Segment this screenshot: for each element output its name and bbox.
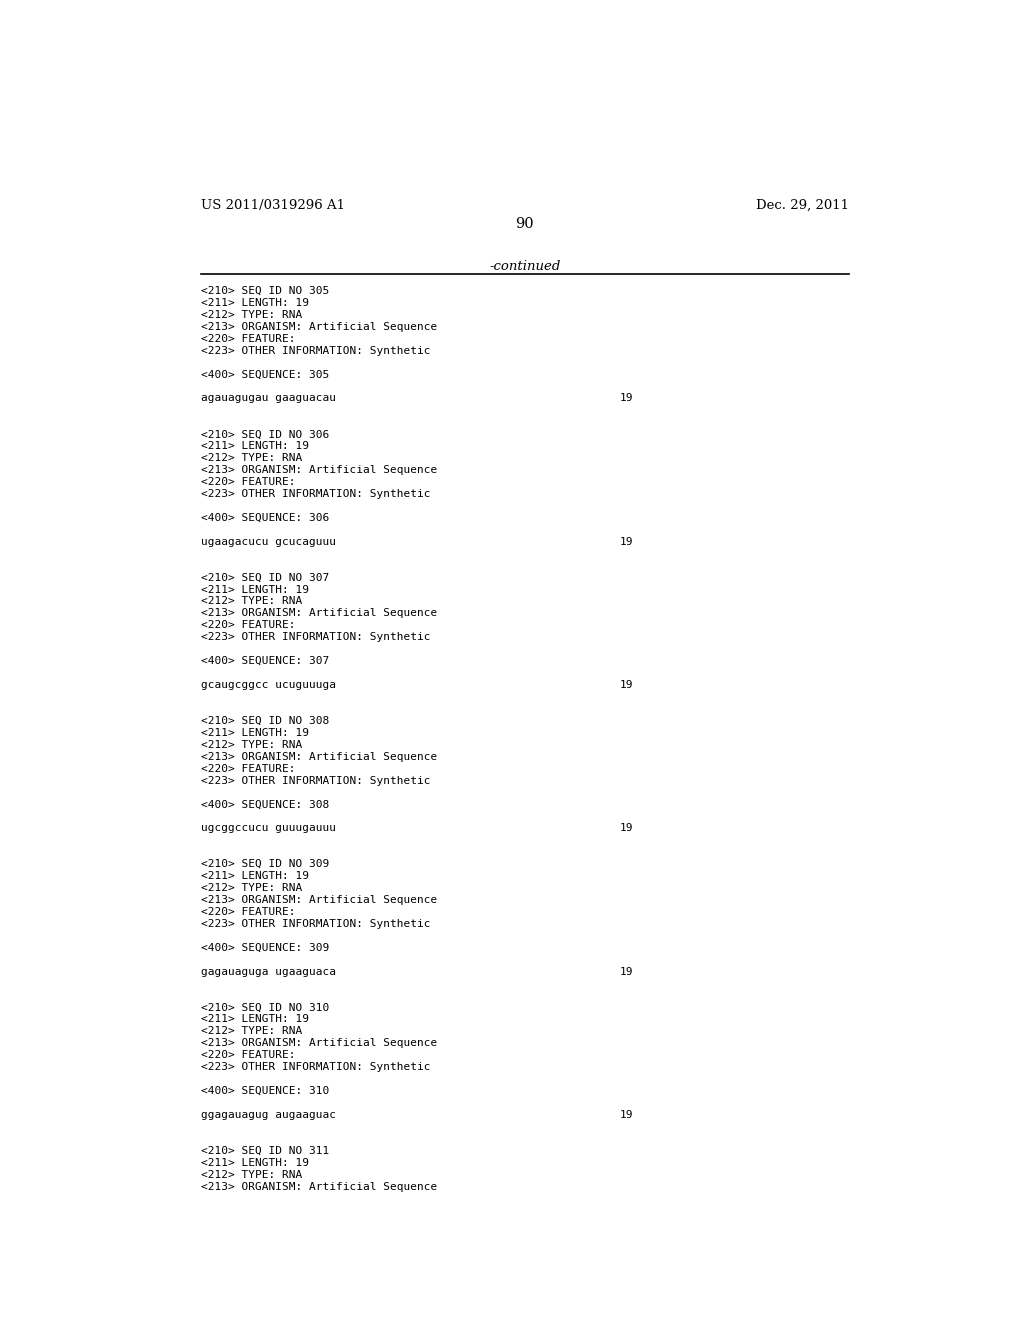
Text: <211> LENGTH: 19: <211> LENGTH: 19 [201, 441, 309, 451]
Text: <213> ORGANISM: Artificial Sequence: <213> ORGANISM: Artificial Sequence [201, 1181, 437, 1192]
Text: <210> SEQ ID NO 311: <210> SEQ ID NO 311 [201, 1146, 330, 1156]
Text: <220> FEATURE:: <220> FEATURE: [201, 620, 296, 631]
Text: <211> LENGTH: 19: <211> LENGTH: 19 [201, 298, 309, 308]
Text: <220> FEATURE:: <220> FEATURE: [201, 907, 296, 917]
Text: <210> SEQ ID NO 306: <210> SEQ ID NO 306 [201, 429, 330, 440]
Text: <223> OTHER INFORMATION: Synthetic: <223> OTHER INFORMATION: Synthetic [201, 776, 430, 785]
Text: <210> SEQ ID NO 307: <210> SEQ ID NO 307 [201, 573, 330, 582]
Text: <212> TYPE: RNA: <212> TYPE: RNA [201, 597, 302, 606]
Text: 19: 19 [620, 393, 634, 404]
Text: agauagugau gaaguacau: agauagugau gaaguacau [201, 393, 336, 404]
Text: <211> LENGTH: 19: <211> LENGTH: 19 [201, 1015, 309, 1024]
Text: <213> ORGANISM: Artificial Sequence: <213> ORGANISM: Artificial Sequence [201, 895, 437, 906]
Text: <213> ORGANISM: Artificial Sequence: <213> ORGANISM: Artificial Sequence [201, 322, 437, 331]
Text: <211> LENGTH: 19: <211> LENGTH: 19 [201, 727, 309, 738]
Text: <212> TYPE: RNA: <212> TYPE: RNA [201, 883, 302, 894]
Text: <223> OTHER INFORMATION: Synthetic: <223> OTHER INFORMATION: Synthetic [201, 346, 430, 355]
Text: <213> ORGANISM: Artificial Sequence: <213> ORGANISM: Artificial Sequence [201, 1039, 437, 1048]
Text: <213> ORGANISM: Artificial Sequence: <213> ORGANISM: Artificial Sequence [201, 752, 437, 762]
Text: <223> OTHER INFORMATION: Synthetic: <223> OTHER INFORMATION: Synthetic [201, 632, 430, 643]
Text: 19: 19 [620, 824, 634, 833]
Text: <212> TYPE: RNA: <212> TYPE: RNA [201, 310, 302, 319]
Text: <223> OTHER INFORMATION: Synthetic: <223> OTHER INFORMATION: Synthetic [201, 919, 430, 929]
Text: 19: 19 [620, 680, 634, 690]
Text: <400> SEQUENCE: 306: <400> SEQUENCE: 306 [201, 513, 330, 523]
Text: <213> ORGANISM: Artificial Sequence: <213> ORGANISM: Artificial Sequence [201, 465, 437, 475]
Text: <220> FEATURE:: <220> FEATURE: [201, 764, 296, 774]
Text: <210> SEQ ID NO 309: <210> SEQ ID NO 309 [201, 859, 330, 870]
Text: <212> TYPE: RNA: <212> TYPE: RNA [201, 1027, 302, 1036]
Text: 19: 19 [620, 1110, 634, 1121]
Text: Dec. 29, 2011: Dec. 29, 2011 [756, 199, 849, 213]
Text: <210> SEQ ID NO 305: <210> SEQ ID NO 305 [201, 286, 330, 296]
Text: ugaagacucu gcucaguuu: ugaagacucu gcucaguuu [201, 537, 336, 546]
Text: <220> FEATURE:: <220> FEATURE: [201, 334, 296, 343]
Text: <212> TYPE: RNA: <212> TYPE: RNA [201, 453, 302, 463]
Text: US 2011/0319296 A1: US 2011/0319296 A1 [201, 199, 345, 213]
Text: 90: 90 [515, 218, 535, 231]
Text: <213> ORGANISM: Artificial Sequence: <213> ORGANISM: Artificial Sequence [201, 609, 437, 619]
Text: <212> TYPE: RNA: <212> TYPE: RNA [201, 739, 302, 750]
Text: <210> SEQ ID NO 310: <210> SEQ ID NO 310 [201, 1003, 330, 1012]
Text: <211> LENGTH: 19: <211> LENGTH: 19 [201, 871, 309, 882]
Text: <400> SEQUENCE: 310: <400> SEQUENCE: 310 [201, 1086, 330, 1096]
Text: <212> TYPE: RNA: <212> TYPE: RNA [201, 1170, 302, 1180]
Text: <220> FEATURE:: <220> FEATURE: [201, 1051, 296, 1060]
Text: <223> OTHER INFORMATION: Synthetic: <223> OTHER INFORMATION: Synthetic [201, 488, 430, 499]
Text: 19: 19 [620, 966, 634, 977]
Text: gcaugcggcc ucuguuuga: gcaugcggcc ucuguuuga [201, 680, 336, 690]
Text: <210> SEQ ID NO 308: <210> SEQ ID NO 308 [201, 715, 330, 726]
Text: <220> FEATURE:: <220> FEATURE: [201, 477, 296, 487]
Text: <400> SEQUENCE: 309: <400> SEQUENCE: 309 [201, 942, 330, 953]
Text: ugcggccucu guuugauuu: ugcggccucu guuugauuu [201, 824, 336, 833]
Text: <223> OTHER INFORMATION: Synthetic: <223> OTHER INFORMATION: Synthetic [201, 1063, 430, 1072]
Text: -continued: -continued [489, 260, 560, 273]
Text: <211> LENGTH: 19: <211> LENGTH: 19 [201, 1158, 309, 1168]
Text: 19: 19 [620, 537, 634, 546]
Text: ggagauagug augaaguac: ggagauagug augaaguac [201, 1110, 336, 1121]
Text: <211> LENGTH: 19: <211> LENGTH: 19 [201, 585, 309, 594]
Text: <400> SEQUENCE: 308: <400> SEQUENCE: 308 [201, 800, 330, 809]
Text: <400> SEQUENCE: 307: <400> SEQUENCE: 307 [201, 656, 330, 667]
Text: gagauaguga ugaaguaca: gagauaguga ugaaguaca [201, 966, 336, 977]
Text: <400> SEQUENCE: 305: <400> SEQUENCE: 305 [201, 370, 330, 380]
